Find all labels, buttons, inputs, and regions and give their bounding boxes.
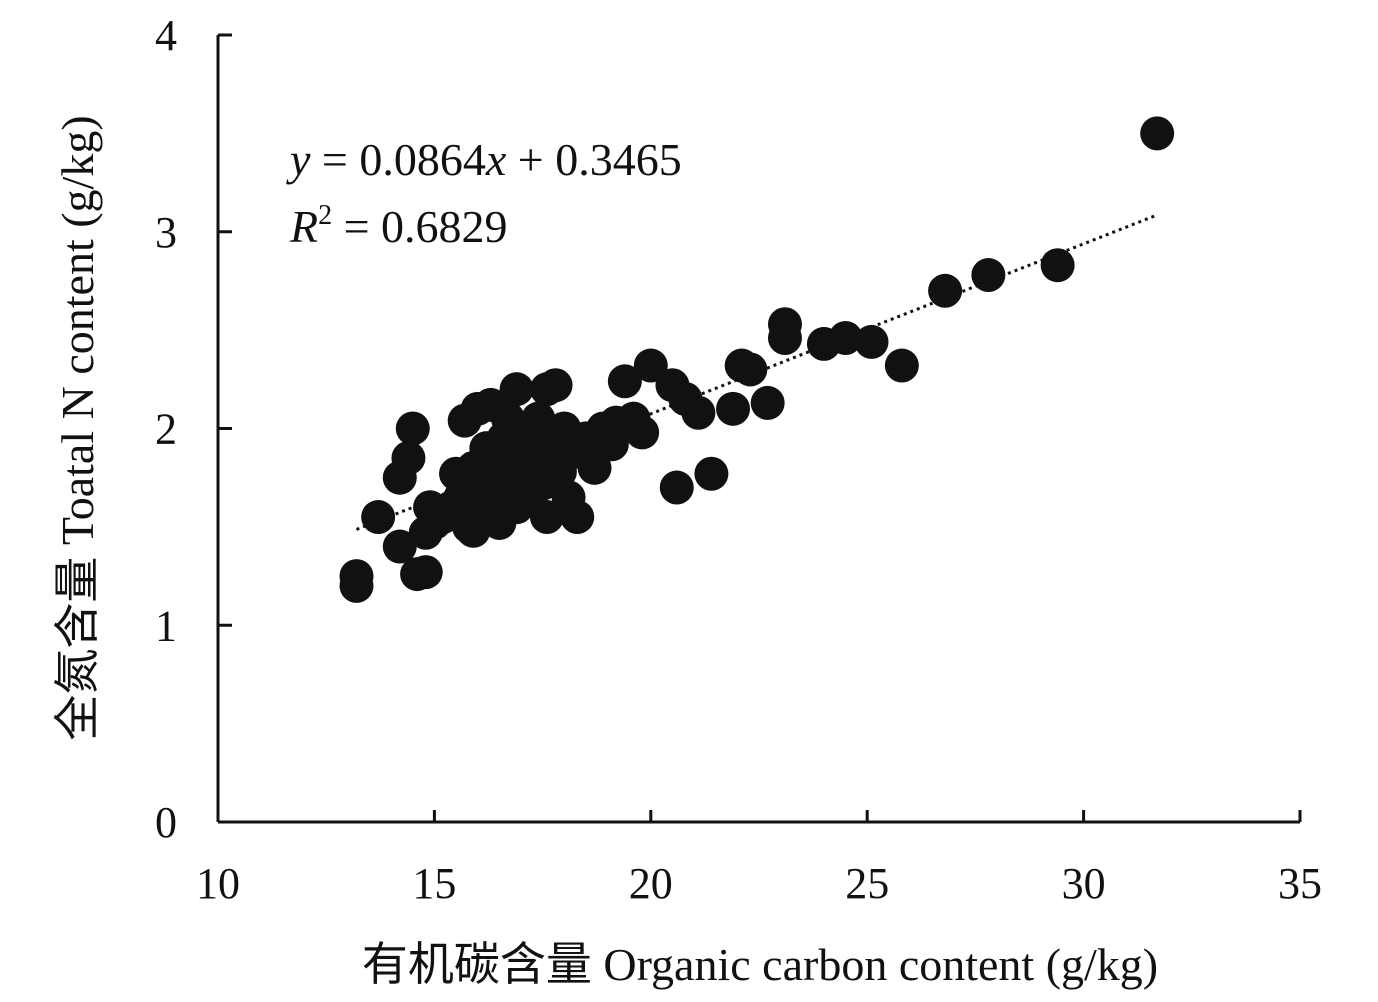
y-axis-title: 全氮含量 Toatal N content (g/kg) — [52, 115, 103, 740]
data-point — [884, 348, 919, 383]
data-point — [382, 529, 417, 564]
y-tick-label: 1 — [155, 601, 177, 650]
data-point — [560, 500, 595, 535]
data-point — [971, 258, 1006, 293]
equation-y-symbol: y — [286, 134, 311, 185]
data-point — [499, 372, 534, 407]
data-point — [395, 411, 430, 446]
equation-part-2: + 0.3465 — [506, 134, 681, 185]
r-squared-value: = 0.6829 — [332, 201, 507, 252]
x-axis-title: 有机碳含量 Organic carbon content (g/kg) — [362, 939, 1158, 990]
ticks-layer: 10 15 20 25 30 35 0 1 2 3 4 — [155, 11, 1322, 908]
x-tick-label: 20 — [629, 859, 673, 908]
data-point — [659, 470, 694, 505]
data-point — [408, 555, 443, 590]
data-point — [361, 500, 396, 535]
data-point — [1040, 248, 1075, 283]
trendline — [355, 213, 1158, 531]
data-point — [391, 441, 426, 476]
equation-part-1: = 0.0864 — [310, 134, 485, 185]
r-squared-label: R2 = 0.6829 — [289, 200, 508, 252]
y-tick-label: 4 — [155, 11, 177, 60]
data-point — [339, 568, 374, 603]
data-point — [538, 368, 573, 403]
x-tick-label: 15 — [412, 859, 456, 908]
x-tick-label: 35 — [1278, 859, 1322, 908]
r-squared-superscript: 2 — [318, 200, 332, 231]
r-squared-symbol: R — [289, 201, 318, 252]
equation-x-symbol: x — [485, 134, 507, 185]
trendline-layer — [355, 213, 1158, 531]
data-point — [607, 364, 642, 399]
data-point — [716, 391, 751, 426]
data-point — [854, 324, 889, 359]
points-layer — [339, 116, 1175, 603]
y-tick-label: 0 — [155, 798, 177, 847]
data-point — [521, 401, 556, 436]
data-point — [1140, 116, 1175, 151]
data-point — [625, 415, 660, 450]
data-point — [529, 500, 564, 535]
data-point — [750, 385, 785, 420]
regression-equation: y = 0.0864x + 0.3465 — [286, 134, 682, 185]
data-point — [577, 450, 612, 485]
x-tick-label: 10 — [196, 859, 240, 908]
x-tick-label: 25 — [845, 859, 889, 908]
x-tick-label: 30 — [1062, 859, 1106, 908]
y-tick-label: 3 — [155, 208, 177, 257]
y-tick-label: 2 — [155, 405, 177, 454]
data-point — [633, 348, 668, 383]
data-point — [681, 395, 716, 430]
data-point — [928, 273, 963, 308]
data-point — [767, 307, 802, 342]
data-point — [694, 456, 729, 491]
